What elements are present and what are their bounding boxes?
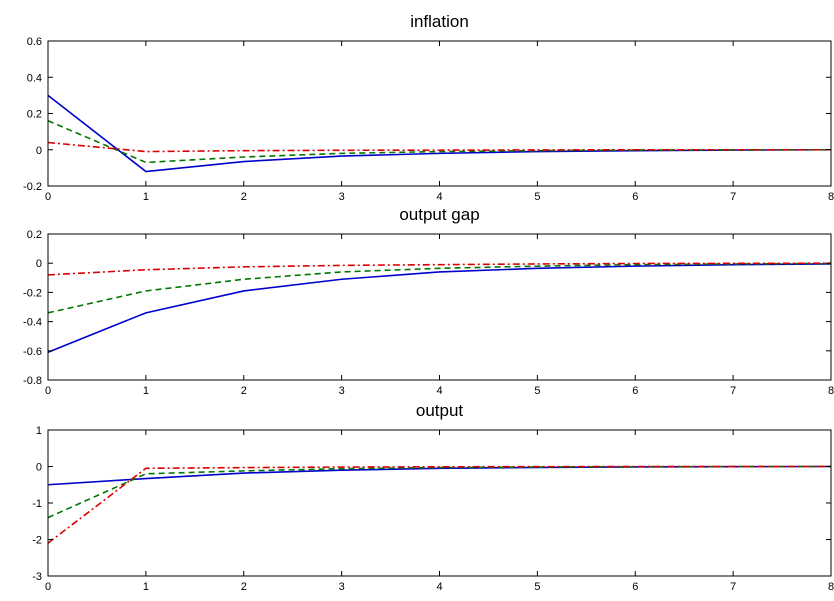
panel-1-x-tick-label: 5 (534, 191, 540, 203)
panel-3-y-tick-label: 0 (36, 462, 42, 474)
panel-1-series-1-line (47, 94, 832, 173)
panel-3-y-tick-label: -3 (32, 571, 42, 583)
panel-3-x-tick-label: 8 (828, 581, 834, 593)
panel-1-x-tick-label: 0 (45, 191, 51, 203)
panel-2-series-2-line (47, 262, 832, 314)
panel-2-x-tick-label: 5 (534, 385, 540, 397)
panel-1-title: inflation (410, 12, 469, 31)
panel-1-y-tick-label: 0.2 (27, 109, 42, 121)
panel-1-series-2-line (47, 120, 832, 164)
panel-3-x-tick-label: 6 (632, 581, 638, 593)
panel-2-x-tick-label: 8 (828, 385, 834, 397)
panel-3-y-tick-label: -1 (32, 498, 42, 510)
panel-3-y-tick-label: 1 (36, 425, 42, 437)
panel-1-series-3-line (47, 141, 831, 153)
panel-3-x-tick-label: 7 (730, 581, 736, 593)
panel-2-y-tick-label: -0.4 (23, 317, 42, 329)
panel-3-x-tick-label: 0 (45, 581, 51, 593)
panel-2-axes-frame (47, 233, 832, 381)
panel-1-x-tick-label: 6 (632, 191, 638, 203)
panel-2-series-3-line (47, 262, 832, 276)
panel-2-x-tick-label: 6 (632, 385, 638, 397)
panel-2-x-tick-label: 7 (730, 385, 736, 397)
panel-2-x-tick-label: 1 (143, 385, 149, 397)
panel-3-series-2-line (47, 465, 832, 519)
panel-3-x-tick-label: 2 (241, 581, 247, 593)
panel-3-x-tick-label: 5 (534, 581, 540, 593)
panel-2-x-tick-label: 4 (436, 385, 442, 397)
panel-2-y-tick-label: 0 (36, 258, 42, 270)
panel-1-y-tick-label: 0 (36, 145, 42, 157)
panel-2-x-tick-label: 0 (45, 385, 51, 397)
panel-1-x-tick-label: 8 (828, 191, 834, 203)
panel-1-axes-frame (47, 40, 832, 187)
panel-1-y-tick-label: 0.4 (27, 72, 42, 84)
panel-3-y-tick-label: -2 (32, 535, 42, 547)
panel-2-series-1-line (47, 263, 832, 354)
panel-1-x-tick-label: 7 (730, 191, 736, 203)
panel-2-y-tick-label: -0.8 (23, 375, 42, 387)
panel-3-axes-frame (47, 429, 832, 577)
panel-2-title: output gap (399, 205, 479, 224)
panel-1-x-tick-label: 4 (436, 191, 442, 203)
panel-3-series-3-line (47, 465, 832, 544)
panel-1-x-tick-label: 2 (241, 191, 247, 203)
panel-1-y-tick-label: 0.6 (27, 36, 42, 48)
panel-3-title: output (416, 401, 464, 420)
panel-3-series-1-line (47, 465, 832, 486)
panel-1-x-tick-label: 3 (339, 191, 345, 203)
panel-2-y-tick-label: -0.6 (23, 346, 42, 358)
panel-2-y-tick-label: 0.2 (27, 229, 42, 241)
panel-3-x-tick-label: 1 (143, 581, 149, 593)
panel-1-y-tick-label: -0.2 (23, 181, 42, 193)
panel-3-x-tick-label: 4 (436, 581, 442, 593)
panel-2-x-tick-label: 2 (241, 385, 247, 397)
panel-2-x-tick-label: 3 (339, 385, 345, 397)
panel-1-x-tick-label: 1 (143, 191, 149, 203)
panel-3-x-tick-label: 3 (339, 581, 345, 593)
panel-2-y-tick-label: -0.2 (23, 287, 42, 299)
